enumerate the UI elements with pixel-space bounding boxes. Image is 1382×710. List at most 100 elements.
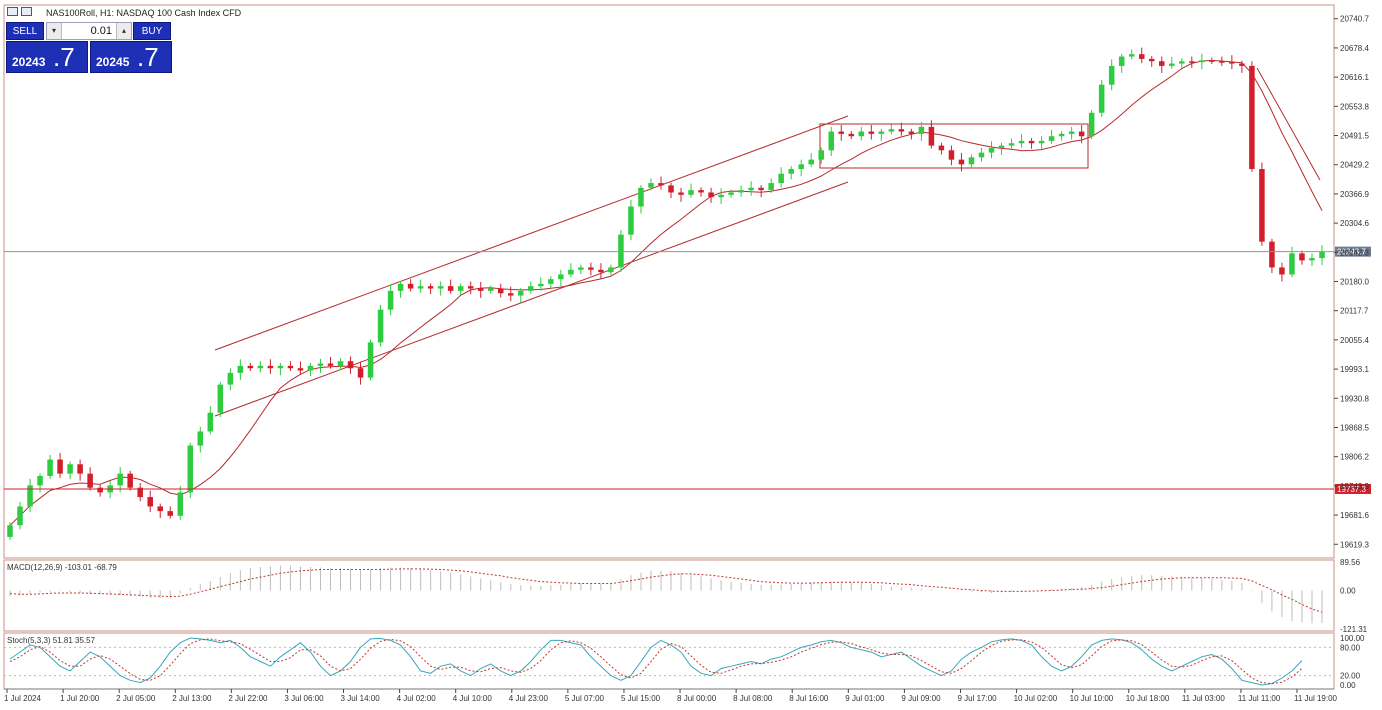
price-tick-label: 20616.1 bbox=[1340, 73, 1369, 82]
bull-candle bbox=[818, 150, 824, 160]
bull-candle bbox=[1169, 63, 1175, 66]
bull-candle bbox=[628, 206, 634, 235]
bear-candle bbox=[247, 365, 254, 369]
main-chart-area[interactable] bbox=[3, 4, 1335, 559]
bear-candle bbox=[848, 133, 855, 137]
bear-candle bbox=[1028, 140, 1035, 144]
price-tick-label: 20180.0 bbox=[1340, 278, 1369, 287]
moving-average-layer bbox=[9, 59, 1323, 526]
bull-candle bbox=[1179, 61, 1185, 64]
macd-tick-label: -121.31 bbox=[1340, 625, 1368, 634]
bull-candle bbox=[337, 361, 344, 366]
bear-candle bbox=[127, 473, 133, 488]
chart-grid-icon[interactable] bbox=[7, 7, 18, 16]
bull-candle bbox=[47, 459, 53, 476]
bear-candle bbox=[678, 192, 684, 195]
bear-candle bbox=[1209, 60, 1215, 62]
macd-pane[interactable] bbox=[3, 559, 1335, 632]
bull-candle bbox=[177, 492, 184, 516]
bull-candle bbox=[788, 169, 794, 174]
stoch-label: Stoch(5,3,3) 51.81 35.57 bbox=[7, 636, 96, 645]
sell-price-main: 20243 bbox=[12, 55, 46, 69]
bull-candle bbox=[1048, 136, 1055, 141]
price-axis: 20740.7 20678.4 20616.1 20553.8 20491.5 20429… bbox=[1334, 15, 1369, 549]
bear-candle bbox=[838, 131, 845, 134]
one-click-trading-panel: SELL ▾ 0.01 ▴ BUY 20243 .7 20245 .7 bbox=[6, 22, 172, 73]
time-tick-label: 9 Jul 09:00 bbox=[901, 694, 941, 703]
price-tick-label: 19681.6 bbox=[1340, 511, 1369, 520]
price-tick-label: 20117.7 bbox=[1340, 307, 1369, 316]
stoch-tick-label: 100.00 bbox=[1340, 634, 1365, 643]
bull-candle bbox=[277, 365, 284, 369]
bull-candle bbox=[748, 187, 754, 191]
bear-candle bbox=[958, 159, 965, 165]
buy-price-box[interactable]: 20245 .7 bbox=[90, 41, 172, 73]
lot-increase-icon[interactable]: ▴ bbox=[116, 23, 131, 39]
buy-button[interactable]: BUY bbox=[133, 22, 171, 40]
lot-decrease-icon[interactable]: ▾ bbox=[47, 23, 62, 39]
lot-size-field[interactable]: ▾ 0.01 ▴ bbox=[46, 22, 132, 40]
time-tick-label: 1 Jul 2024 bbox=[4, 694, 41, 703]
time-tick-label: 2 Jul 22:00 bbox=[228, 694, 268, 703]
time-axis: 1 Jul 2024 1 Jul 20:00 2 Jul 05:00 2 Jul 13… bbox=[4, 689, 1338, 703]
stoch-main-line bbox=[9, 637, 1303, 686]
bear-candle bbox=[157, 506, 163, 512]
bull-candle bbox=[608, 267, 614, 273]
bear-candle bbox=[1279, 267, 1285, 275]
bear-candle bbox=[407, 283, 414, 289]
price-tick-label: 20678.4 bbox=[1340, 44, 1369, 53]
macd-tick-label: 0.00 bbox=[1340, 586, 1356, 595]
price-tick-label: 20429.2 bbox=[1340, 161, 1369, 170]
bull-candle bbox=[878, 131, 885, 134]
time-tick-label: 5 Jul 07:00 bbox=[565, 694, 605, 703]
bull-candle bbox=[437, 286, 444, 289]
bear-candle bbox=[508, 293, 514, 296]
buy-price-main: 20245 bbox=[96, 55, 130, 69]
bear-candle bbox=[327, 363, 334, 366]
moving-average-line bbox=[9, 59, 1323, 526]
bull-candle bbox=[17, 506, 23, 526]
bull-candle bbox=[998, 145, 1005, 148]
bull-candle bbox=[387, 290, 394, 310]
bull-candle bbox=[538, 283, 544, 287]
bull-candle bbox=[578, 267, 584, 270]
bear-candle bbox=[447, 286, 454, 291]
stoch-pane[interactable] bbox=[3, 632, 1335, 690]
bull-candle bbox=[377, 309, 384, 343]
chart-window-icon[interactable] bbox=[21, 7, 32, 16]
time-tick-label: 2 Jul 13:00 bbox=[172, 694, 212, 703]
level-price-tag bbox=[1335, 483, 1371, 494]
bull-candle bbox=[1309, 258, 1315, 261]
sell-button[interactable]: SELL bbox=[6, 22, 44, 40]
time-tick-label: 9 Jul 01:00 bbox=[845, 694, 885, 703]
time-tick-label: 8 Jul 16:00 bbox=[789, 694, 829, 703]
bear-candle bbox=[77, 464, 83, 474]
price-tick-label: 20491.5 bbox=[1340, 132, 1369, 141]
bear-candle bbox=[1299, 253, 1305, 261]
bear-candle bbox=[1138, 54, 1145, 59]
bull-candle bbox=[858, 131, 865, 137]
bull-candle bbox=[67, 464, 73, 474]
bull-candle bbox=[1319, 251, 1325, 259]
bear-candle bbox=[477, 288, 484, 291]
price-tick-label: 20304.6 bbox=[1340, 219, 1369, 228]
bull-candle bbox=[1108, 65, 1115, 85]
bear-candle bbox=[668, 185, 674, 193]
time-tick-label: 10 Jul 18:00 bbox=[1126, 694, 1170, 703]
sell-price-box[interactable]: 20243 .7 bbox=[6, 41, 88, 73]
bear-candle bbox=[347, 361, 354, 369]
bull-candle bbox=[1008, 143, 1015, 146]
time-tick-label: 4 Jul 10:00 bbox=[453, 694, 493, 703]
candles-layer bbox=[7, 47, 1325, 540]
bull-candle bbox=[1128, 54, 1135, 57]
price-tick-label: 19619.3 bbox=[1340, 540, 1369, 549]
bull-candle bbox=[1088, 112, 1095, 137]
bull-candle bbox=[7, 525, 13, 537]
bear-candle bbox=[147, 497, 153, 507]
lot-size-value[interactable]: 0.01 bbox=[90, 25, 112, 37]
bull-candle bbox=[237, 365, 244, 373]
time-tick-label: 2 Jul 05:00 bbox=[116, 694, 156, 703]
buy-price-big: .7 bbox=[137, 42, 159, 72]
bear-candle bbox=[908, 131, 915, 134]
bull-candle bbox=[1199, 60, 1205, 63]
